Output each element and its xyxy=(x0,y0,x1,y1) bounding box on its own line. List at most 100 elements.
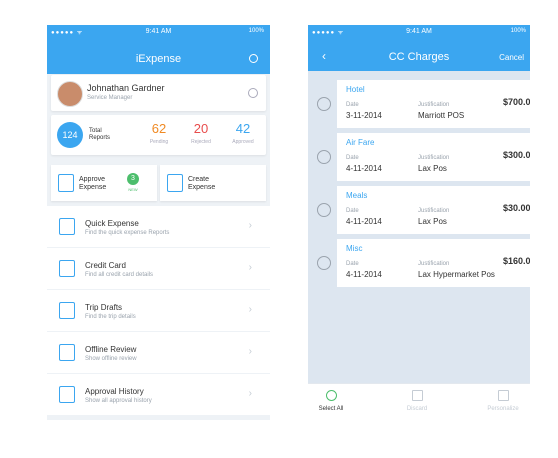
status-time: 9:41 AM xyxy=(406,28,432,35)
cancel-button[interactable]: Cancel xyxy=(499,53,524,62)
chevron: › xyxy=(248,262,252,273)
status-time: 9:41 AM xyxy=(145,28,172,35)
justification-label: Justification xyxy=(418,102,450,108)
radio[interactable] xyxy=(317,256,331,270)
menu-title: Trip Drafts xyxy=(85,303,123,312)
menu-icon xyxy=(59,344,75,361)
charge-card[interactable]: Air Fare Date 4-11-2014 Justification Lax Po… xyxy=(337,133,530,181)
date-label: Date xyxy=(346,155,359,161)
battery: 100% xyxy=(510,28,526,34)
profile-card: Johnathan Gardner Service Manager xyxy=(51,75,266,111)
date-label: Date xyxy=(346,208,359,214)
header-title: CC Charges xyxy=(388,51,450,63)
chevron: › xyxy=(248,388,252,399)
tab-icon[interactable] xyxy=(412,390,423,401)
charge-date: 4-11-2014 xyxy=(346,270,382,279)
badge-label: NEW xyxy=(128,187,138,192)
tab-label[interactable]: Select All xyxy=(318,406,344,412)
menu-title: Offline Review xyxy=(85,345,137,354)
charge-amount: $300.00 xyxy=(503,150,530,160)
charge-category: Air Fare xyxy=(346,138,375,147)
charge-justification: Marriott POS xyxy=(418,111,465,120)
radio[interactable] xyxy=(317,97,331,111)
radio[interactable] xyxy=(317,203,331,217)
avatar xyxy=(57,81,83,107)
chevron: › xyxy=(248,304,252,315)
charge-category: Hotel xyxy=(346,85,365,94)
stat-label: Pending xyxy=(149,139,169,145)
signal: ●●●●● ᯤ xyxy=(312,30,345,36)
menu-title: Quick Expense xyxy=(85,219,139,228)
profile-name: Johnathan Gardner xyxy=(87,83,165,93)
refresh-icon[interactable] xyxy=(249,54,258,63)
stat-value: 20 xyxy=(193,121,209,136)
action-card[interactable]: Create Expense xyxy=(160,165,266,201)
header-bg xyxy=(308,25,530,71)
signal: ●●●●● ᯤ xyxy=(51,30,84,36)
justification-label: Justification xyxy=(418,208,450,214)
tab-icon[interactable] xyxy=(326,390,337,401)
total-label: Total Reports xyxy=(89,128,111,141)
charge-amount: $700.00 xyxy=(503,97,530,107)
charge-amount: $160.00 xyxy=(503,256,530,266)
chevron: › xyxy=(248,220,252,231)
menu-icon xyxy=(59,302,75,319)
settings-icon[interactable] xyxy=(248,88,258,98)
stat-label: Rejected xyxy=(191,139,211,145)
chevron: › xyxy=(248,346,252,357)
action-card[interactable]: Approve Expense 3 NEW xyxy=(51,165,157,201)
menu-icon xyxy=(59,260,75,277)
justification-label: Justification xyxy=(418,261,450,267)
charge-card[interactable]: Hotel Date 3-11-2014 Justification Marriott … xyxy=(337,80,530,128)
stat-value: 42 xyxy=(235,121,251,136)
menu-subtitle: Find the quick expense Reports xyxy=(85,230,170,236)
menu-subtitle: Find the trip details xyxy=(85,314,136,320)
tab-icon[interactable] xyxy=(498,390,509,401)
charge-justification: Lax Hypermarket Pos xyxy=(418,270,495,279)
tab-label[interactable]: Discard xyxy=(406,406,428,412)
menu-item[interactable]: Trip Drafts Find the trip details › xyxy=(47,290,270,331)
tab-label[interactable]: Personalize xyxy=(487,406,519,412)
action-icon xyxy=(167,174,183,192)
charge-card[interactable]: Meals Date 4-11-2014 Justification Lax Pos $3… xyxy=(337,186,530,234)
menu-icon xyxy=(59,386,75,403)
total-count: 124 xyxy=(57,122,83,148)
header-bg xyxy=(47,25,270,74)
date-label: Date xyxy=(346,261,359,267)
charge-category: Meals xyxy=(346,191,368,200)
charge-date: 4-11-2014 xyxy=(346,164,382,173)
charge-amount: $30.00 xyxy=(503,203,530,213)
right-screen: ●●●●● ᯤ 9:41 AM 100% ‹ CC Charges Cancel… xyxy=(308,25,530,420)
menu-subtitle: Show all approval history xyxy=(85,398,152,404)
menu-item[interactable]: Offline Review Show offline review › xyxy=(47,332,270,373)
stat-value: 62 xyxy=(151,121,167,136)
action-icon xyxy=(58,174,74,192)
stat-label: Approved xyxy=(232,139,254,145)
charge-justification: Lax Pos xyxy=(418,217,447,226)
stats-card: 124 Total Reports 62 Pending 20 Rejected 42 A… xyxy=(51,115,266,155)
menu-title: Credit Card xyxy=(85,261,126,270)
back-button[interactable]: ‹ xyxy=(322,49,326,63)
menu-subtitle: Find all credit card details xyxy=(85,272,154,278)
charge-date: 4-11-2014 xyxy=(346,217,382,226)
menu-icon xyxy=(59,218,75,235)
menu-item[interactable]: Approval History Show all approval histor… xyxy=(47,374,270,415)
menu-item[interactable]: Credit Card Find all credit card details › xyxy=(47,248,270,289)
tab-bar xyxy=(308,383,530,420)
header-title: iExpense xyxy=(135,53,182,65)
radio[interactable] xyxy=(317,150,331,164)
profile-role: Service Manager xyxy=(87,95,133,101)
charge-category: Misc xyxy=(346,244,363,253)
justification-label: Justification xyxy=(418,155,450,161)
charge-card[interactable]: Misc Date 4-11-2014 Justification Lax Hyperm… xyxy=(337,239,530,287)
battery: 100% xyxy=(248,28,264,34)
menu-subtitle: Show offline review xyxy=(85,356,137,362)
charge-date: 3-11-2014 xyxy=(346,111,382,120)
badge: 3 xyxy=(127,173,139,185)
menu-title: Approval History xyxy=(85,387,144,396)
charge-justification: Lax Pos xyxy=(418,164,447,173)
action-label: Approve Expense xyxy=(79,176,107,191)
date-label: Date xyxy=(346,102,359,108)
menu-item[interactable]: Quick Expense Find the quick expense Repo… xyxy=(47,206,270,247)
left-screen: ●●●●● ᯤ 9:41 AM 100% iExpense Johnathan … xyxy=(47,25,270,420)
